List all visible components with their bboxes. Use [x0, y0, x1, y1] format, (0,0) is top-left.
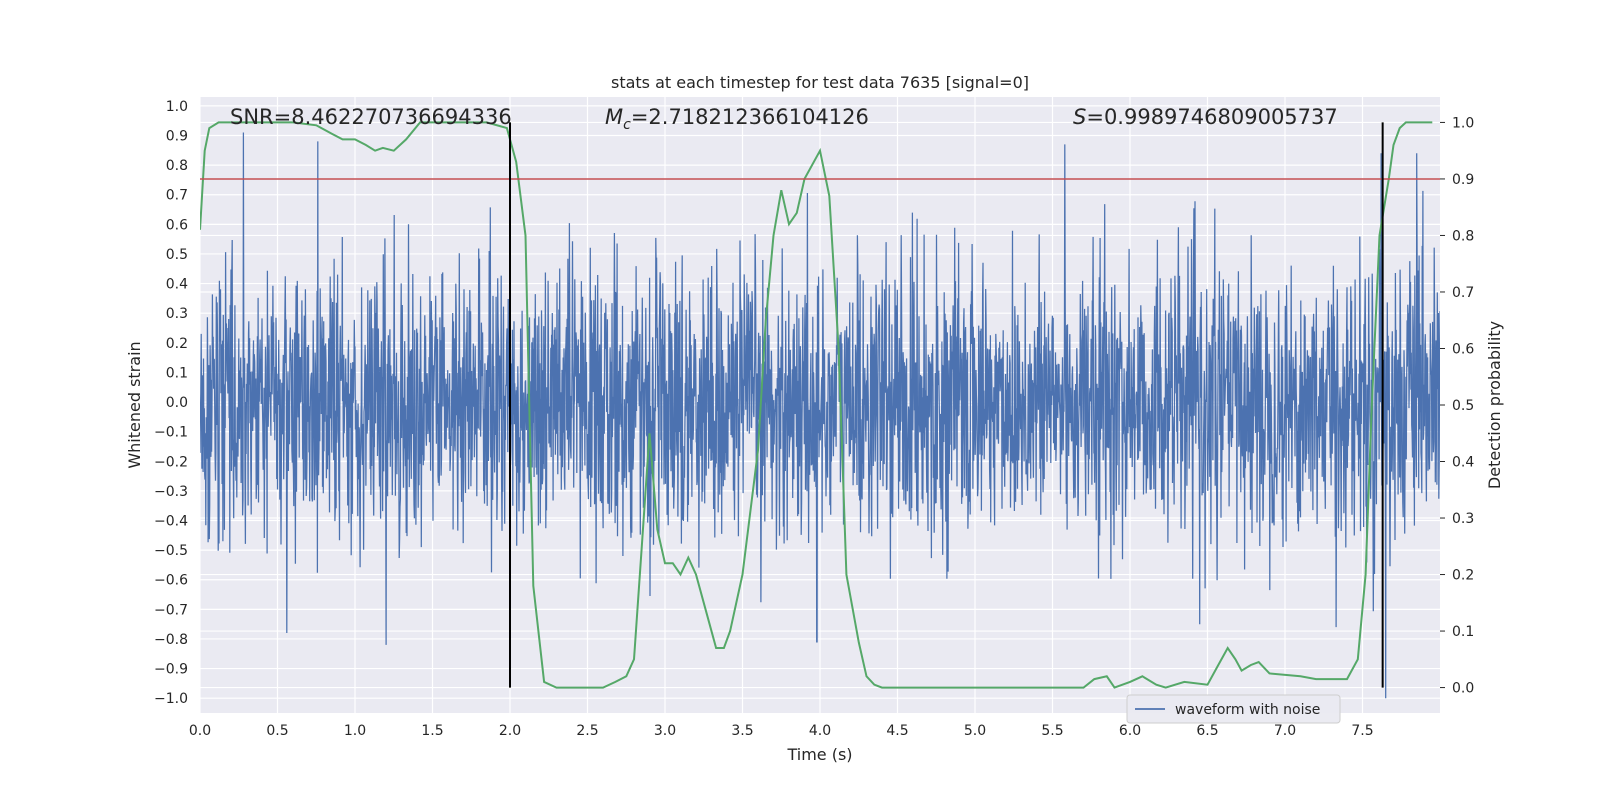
legend-box	[1126, 694, 1341, 724]
y-right-tick-label: 0.2	[1452, 568, 1474, 584]
x-tick-label: 1.0	[344, 723, 366, 739]
y-right-tick-labels: 1.0 0.9 0.8 0.7 0.6 0.5 0.4 0.3 0.2 0.1 0.0	[1440, 115, 1474, 697]
x-axis-label: Time (s)	[786, 745, 852, 764]
s-annotation: S=0.9989746809005737	[1073, 105, 1338, 129]
y-tick-label: 0.1	[166, 365, 188, 381]
x-tick-label: 5.0	[964, 723, 986, 739]
legend-label: waveform with noise	[1175, 702, 1320, 718]
x-tick-label: 5.5	[1041, 723, 1063, 739]
waveform-series	[200, 132, 1440, 699]
y-tick-label: 0.0	[166, 395, 188, 411]
x-tick-label: 3.0	[654, 723, 676, 739]
x-tick-label: 0.0	[189, 723, 211, 739]
y-tick-label: 0.5	[166, 247, 188, 263]
x-tick-labels: 0.0 0.5 1.0 1.5 2.0 2.5 3.0 3.5 4.0 4.5 5.0 5.5 6.0 6…	[189, 723, 1374, 739]
x-tick-label: 6.5	[1196, 723, 1218, 739]
y-tick-label: −0.3	[154, 484, 188, 500]
y-right-tick-label: 0.6	[1452, 341, 1474, 357]
chirp-mass-annotation: Mc=2.718212366104126	[605, 105, 869, 133]
y-right-tick-label: 0.7	[1452, 285, 1474, 301]
chart-title: stats at each timestep for test data 763…	[611, 73, 1029, 92]
legend: waveform with noise	[1126, 694, 1341, 724]
y-right-tick-label: 0.4	[1452, 455, 1474, 471]
x-tick-label: 4.0	[809, 723, 831, 739]
y-tick-label: 0.3	[166, 306, 188, 322]
y-tick-label: 0.2	[166, 336, 188, 352]
x-tick-label: 1.5	[421, 723, 443, 739]
y-axis-label: Whitened strain	[125, 341, 144, 468]
y-tick-label: −0.4	[154, 514, 188, 530]
y-tick-label: −0.8	[154, 632, 188, 648]
y-right-tick-label: 0.1	[1452, 624, 1474, 640]
y-tick-label: −0.6	[154, 573, 188, 589]
y-tick-label: −0.9	[154, 662, 188, 678]
x-tick-label: 6.0	[1119, 723, 1141, 739]
snr-annotation: SNR=8.462270736694336	[230, 105, 512, 129]
y-tick-label: −0.1	[154, 425, 188, 441]
y-tick-labels: 1.0 0.9 0.8 0.7 0.6 0.5 0.4 0.3 0.2 0.1 0.0 −0.1 −0.…	[154, 99, 188, 707]
x-tick-label: 2.0	[499, 723, 521, 739]
y-right-tick-label: 0.0	[1452, 681, 1474, 697]
y-right-tick-label: 0.8	[1452, 228, 1474, 244]
y-tick-label: −0.2	[154, 454, 188, 470]
y-right-axis-label: Detection probability	[1485, 321, 1504, 489]
y-tick-label: 0.9	[166, 129, 188, 145]
vertical-markers	[509, 122, 1384, 688]
y-tick-label: 0.7	[166, 188, 188, 204]
y-tick-label: −1.0	[154, 691, 188, 707]
y-right-tick-label: 0.5	[1452, 398, 1474, 414]
x-tick-label: 7.5	[1351, 723, 1373, 739]
y-right-tick-label: 0.9	[1452, 172, 1474, 188]
y-tick-label: 0.4	[166, 277, 188, 293]
x-tick-label: 2.5	[576, 723, 598, 739]
x-tick-label: 7.0	[1274, 723, 1296, 739]
y-tick-label: 0.8	[166, 158, 188, 174]
probability-series	[200, 121, 1433, 689]
y-tick-label: 1.0	[166, 99, 188, 115]
y-right-tick-label: 1.0	[1452, 115, 1474, 131]
y-tick-label: −0.5	[154, 543, 188, 559]
y-tick-label: 0.6	[166, 217, 188, 233]
y-right-tick-label: 0.3	[1452, 511, 1474, 527]
y-tick-label: −0.7	[154, 602, 188, 618]
x-tick-label: 4.5	[886, 723, 908, 739]
x-tick-label: 0.5	[266, 723, 288, 739]
x-tick-label: 3.5	[731, 723, 753, 739]
